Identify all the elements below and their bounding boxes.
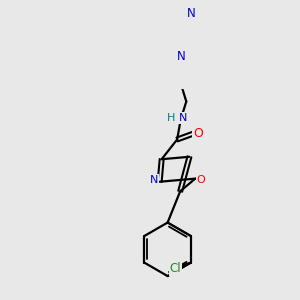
Text: N: N <box>179 113 188 123</box>
Text: O: O <box>193 128 203 140</box>
Text: H: H <box>167 113 175 123</box>
Text: O: O <box>196 175 205 185</box>
Text: N: N <box>150 175 158 185</box>
Text: N: N <box>188 7 196 20</box>
Text: N: N <box>177 50 185 63</box>
Text: Cl: Cl <box>169 262 181 275</box>
